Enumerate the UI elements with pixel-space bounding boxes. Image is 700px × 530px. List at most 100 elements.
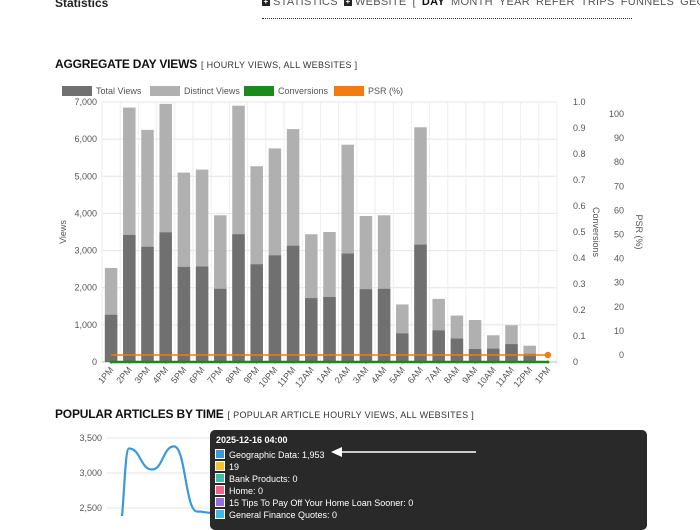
y2-tick-label: 0.6 [573,201,586,211]
bar-distinct-views [250,264,263,362]
x-tick-label: 3AM [351,365,371,386]
nav-item-0[interactable]: + STATISTICS [262,0,338,8]
nav-item-label: STATISTICS [273,0,338,8]
conversions-point [455,360,459,364]
conversions-point [510,360,513,364]
y3-tick-label: 70 [614,181,624,191]
legend-swatch-3 [334,86,364,96]
bar-distinct-views [141,246,154,362]
popular-section-title: POPULAR ARTICLES BY TIME[ POPULAR ARTICL… [55,407,474,421]
conversions-point [291,360,295,364]
y2-tick-label: 0.5 [573,227,586,237]
y3-tick-label: 30 [614,278,624,288]
x-tick-label: 8PM [223,365,243,386]
nav-item-5[interactable]: YEAR [499,0,530,8]
nav-item-3[interactable]: DAY [422,0,445,8]
conversions-point [164,360,168,364]
tooltip-row-label: General Finance Quotes: 0 [229,510,338,520]
y3-tick-label: 80 [614,157,624,167]
conversions-point [146,360,149,364]
bar-distinct-views [414,244,427,362]
x-tick-label: 7AM [424,365,444,386]
conversions-point [273,360,277,364]
y3-axis-title: PSR (%) [634,214,644,249]
nav-item-7[interactable]: TRIPS [581,0,615,8]
nav-item-8[interactable]: FUNNELS [621,0,674,8]
nav-item-label: [ [412,0,416,8]
nav-item-label: DAY [421,0,446,8]
x-tick-label: 6PM [187,365,207,386]
conversions-point [255,360,259,364]
annotation-arrow-icon [331,447,476,457]
legend-label-1: Distinct Views [184,86,240,96]
y3-tick-label: 40 [614,254,624,264]
y-tick-label: 7,000 [74,97,97,107]
bar-distinct-views [523,353,536,362]
psr-point [544,351,552,359]
x-tick-label: 4PM [151,365,171,386]
y-tick-label: 3,000 [79,468,102,478]
bar-distinct-views [323,297,336,362]
bar-distinct-views [177,266,191,362]
tooltip-swatch [215,509,225,519]
y3-tick-label: 60 [614,205,624,215]
conversions-point [437,360,441,364]
bar-distinct-views [396,333,409,362]
x-tick-label: 12AM [293,365,316,389]
bar-distinct-views [123,234,136,362]
y2-tick-label: 0.9 [573,123,586,133]
x-tick-label: 11AM [494,365,516,389]
popular-title: POPULAR ARTICLES BY TIME [55,407,224,421]
legend-swatch-2 [244,86,274,96]
tooltip-row: 19 [215,461,239,472]
tooltip-row-label: 19 [229,462,240,472]
conversions-point [473,360,477,364]
legend-label-2: Conversions [278,86,329,96]
tooltip-title: 2025-12-16 04:00 [216,435,288,445]
nav-item-label: MONTH [451,0,493,8]
nav-item-4[interactable]: MONTH [451,0,493,8]
y3-tick-label: 10 [614,326,624,336]
bar-distinct-views [195,266,209,362]
conversions-point [109,360,113,364]
conversions-point [419,360,422,364]
nav-item-label: WEBSITE [354,0,407,8]
nav-item-label: FUNNELS [620,0,675,8]
y-tick-label: 3,000 [74,246,97,256]
y2-tick-label: 1.0 [573,97,586,107]
tooltip-swatch [215,497,225,507]
nav-item-label: YEAR [498,0,531,8]
nav-item-9[interactable]: GEO [680,0,700,8]
legend-swatch-1 [150,86,180,96]
popular-subtitle: [ POPULAR ARTICLE HOURLY VIEWS, ALL WEBS… [227,410,475,420]
y3-tick-label: 50 [614,230,624,240]
conversions-point [127,360,131,364]
y3-tick-label: 100 [609,109,624,119]
conversions-point [200,360,204,364]
y2-tick-label: 0.7 [573,175,586,185]
bar-distinct-views [286,245,300,362]
y-tick-label: 4,000 [74,208,97,218]
conversions-point [400,360,404,364]
tooltip-swatch [215,449,225,459]
y2-tick-label: 0.1 [573,331,586,341]
y2-axis-title: Conversions [591,207,601,258]
x-tick-label: 6AM [405,365,425,386]
bar-distinct-views [232,234,245,362]
x-tick-label: 5PM [169,365,189,386]
y2-tick-label: 0.8 [573,149,586,159]
conversions-point [218,360,222,364]
y2-tick-label: 0 [573,357,578,367]
tooltip-row-label: Bank Products: 0 [229,474,298,484]
nav-item-1[interactable]: + WEBSITE [343,0,407,8]
y-tick-label: 2,000 [74,283,97,293]
tooltip-row: Home: 0 [215,485,263,496]
bar-distinct-views [305,298,318,362]
x-tick-label: 7PM [205,365,225,386]
aggregate-section-title: AGGREGATE DAY VIEWS[ HOURLY VIEWS, ALL W… [55,57,357,71]
tooltip-swatch [215,473,225,483]
bar-distinct-views [268,255,282,362]
x-tick-label: 10PM [257,365,280,389]
report-nav: + STATISTICS + WEBSITE [ DAY MONTH YEAR REFER TRI… [262,0,700,8]
nav-item-6[interactable]: REFER [536,0,575,8]
